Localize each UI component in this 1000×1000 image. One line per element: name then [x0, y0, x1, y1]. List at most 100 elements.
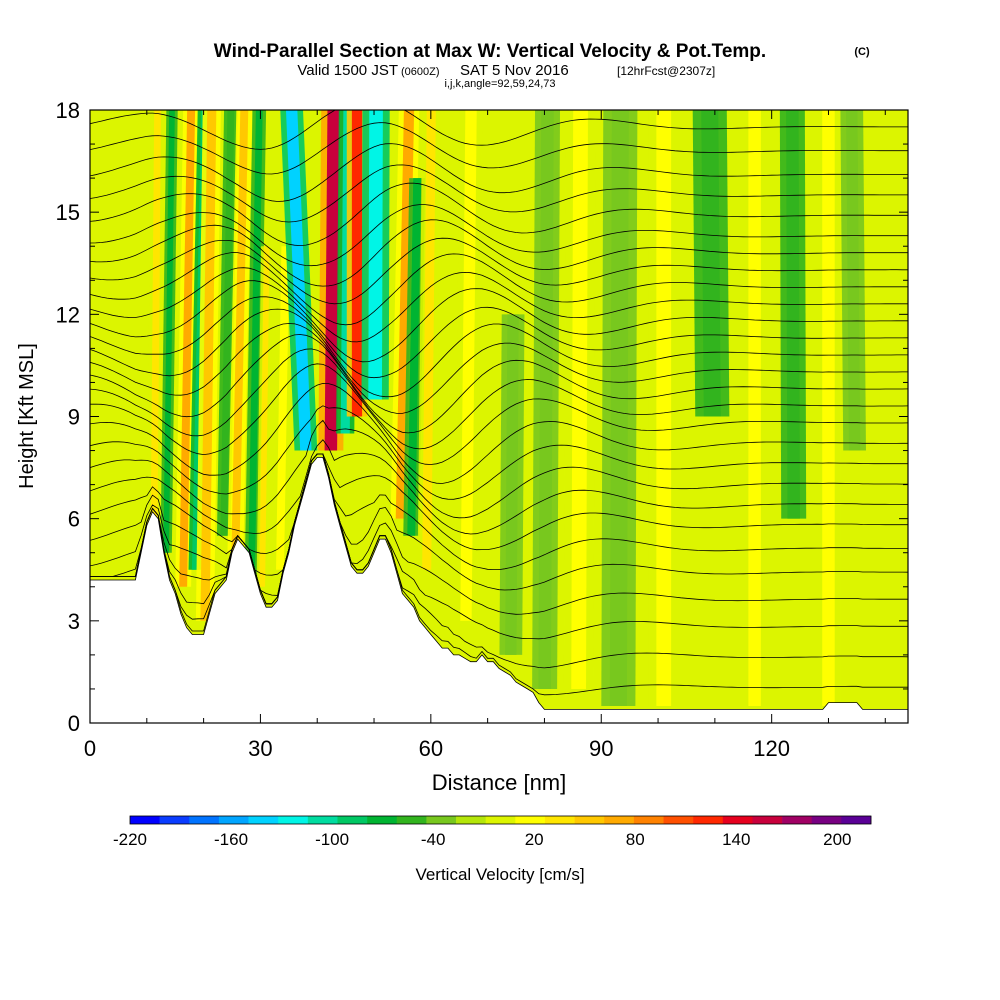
x-tick-label: 30 [248, 736, 272, 761]
velocity-band [648, 110, 679, 706]
velocity-band-core [846, 110, 861, 451]
colorbar-tick-label: 80 [626, 830, 645, 849]
isentrope-line [90, 453, 908, 640]
isentrope-line [90, 143, 908, 202]
velocity-band [227, 110, 253, 553]
velocity-band [742, 110, 768, 706]
colorbar-tick-label: 200 [823, 830, 851, 849]
isentrope-line [90, 363, 908, 465]
colorbar-swatch [604, 816, 635, 824]
isentrope-line [90, 453, 908, 596]
colorbar-swatch [782, 816, 813, 824]
colorbar-swatch [574, 816, 605, 824]
colorbar-swatch [367, 816, 398, 824]
velocity-band-core [571, 110, 588, 689]
y-axis-label: Height [Kft MSL] [16, 343, 38, 489]
x-tick-label: 120 [753, 736, 790, 761]
isentrope-lines [90, 110, 908, 696]
velocity-band-core [656, 110, 672, 706]
velocity-band [692, 110, 730, 417]
isentrope-line [90, 382, 908, 484]
velocity-band [195, 110, 221, 621]
subtitle-line: Valid 1500 JST (0600Z) SAT 5 Nov 2016 [1… [297, 62, 715, 79]
isentrope-line [90, 453, 908, 615]
velocity-band [216, 110, 238, 536]
copyright-mark: (C) [854, 46, 870, 58]
colorbar-swatch [248, 816, 279, 824]
chart-title: Wind-Parallel Section at Max W: Vertical… [214, 41, 766, 62]
velocity-band-core [822, 110, 835, 706]
colorbar-swatch [663, 816, 694, 824]
velocity-band [779, 110, 807, 519]
isentrope-line [90, 453, 908, 554]
isentrope-line [90, 164, 908, 223]
velocity-band-core [150, 110, 162, 570]
colorbar-tick-label: 20 [525, 830, 544, 849]
colorbar-swatch [693, 816, 724, 824]
isentrope-line [90, 237, 908, 305]
colorbar-swatch [159, 816, 190, 824]
isentrope-line [90, 439, 908, 535]
header: Wind-Parallel Section at Max W: Vertical… [214, 41, 870, 90]
colorbar-swatch [218, 816, 249, 824]
x-tick-label: 60 [419, 736, 443, 761]
velocity-band-core [609, 110, 629, 706]
velocity-band-core [505, 314, 519, 655]
velocity-band [563, 110, 596, 689]
colorbar-label: Vertical Velocity [cm/s] [415, 865, 584, 884]
colorbar-frame [129, 815, 872, 825]
velocity-band [601, 110, 638, 706]
isentrope-line [90, 419, 908, 519]
isentrope-line [90, 296, 908, 379]
x-tick-label: 90 [589, 736, 613, 761]
colorbar-swatch [633, 816, 664, 824]
velocity-band [146, 110, 165, 570]
y-axis: 0 3 6 9 12 15 18 [56, 98, 908, 736]
colorbar-tick-label: -100 [315, 830, 349, 849]
subtitle-zulu: (0600Z) [401, 66, 440, 78]
x-tick-label: 0 [84, 736, 96, 761]
x-axis: 0 30 60 90 120 [84, 110, 886, 761]
colorbar-swatch [307, 816, 338, 824]
colorbar-swatch [426, 816, 457, 824]
subtitle-date: SAT 5 Nov 2016 [460, 62, 569, 79]
colorbar-swatch [752, 816, 783, 824]
subtitle-forecast: [12hrFcst@2307z] [617, 64, 715, 78]
velocity-band-core [748, 110, 761, 706]
colorbar-tick-label: -220 [113, 830, 147, 849]
y-tick-label: 15 [56, 200, 80, 225]
grid-info: i,j,k,angle=92,59,24,73 [444, 78, 555, 90]
isentrope-line [90, 405, 908, 500]
terrain-mask [90, 457, 908, 723]
isentrope-line [90, 110, 908, 150]
colorbar-swatch [337, 816, 368, 824]
isentrope-line [90, 280, 908, 363]
y-tick-label: 9 [68, 405, 80, 430]
colorbar-tick-label: -160 [214, 830, 248, 849]
isentrope-line [90, 204, 908, 267]
x-axis-label: Distance [nm] [432, 770, 567, 795]
velocity-band [244, 110, 267, 604]
isentrope-line [90, 252, 908, 326]
colorbar-swatch [189, 816, 220, 824]
velocity-band-core [786, 110, 800, 519]
velocity-band [815, 110, 841, 706]
isentrope-line [90, 453, 908, 576]
colorbar-swatch [515, 816, 546, 824]
colorbar-swatch [841, 816, 872, 824]
colorbar-swatch [396, 816, 427, 824]
y-tick-label: 18 [56, 98, 80, 123]
isentrope-line [90, 348, 908, 450]
velocity-band [840, 110, 866, 451]
colorbar-swatch [130, 816, 160, 824]
colorbar-swatch [485, 816, 516, 824]
velocity-band [272, 246, 294, 570]
colorbar-swatch [722, 816, 753, 824]
velocity-band [417, 110, 441, 570]
velocity-band-core [220, 110, 235, 536]
isentrope-line [90, 182, 908, 247]
isentrope-line [90, 323, 908, 414]
velocity-band-core [407, 178, 422, 536]
y-tick-label: 12 [56, 302, 80, 327]
